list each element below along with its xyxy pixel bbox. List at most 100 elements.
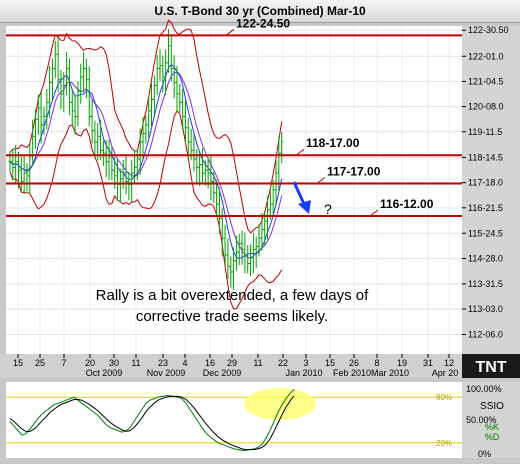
price-bar (268, 187, 272, 220)
x-axis-month-label: Jan 2010 (285, 368, 322, 378)
price-bar (45, 89, 49, 130)
level-leader (295, 148, 305, 156)
price-bar (25, 163, 29, 192)
price-bar (186, 117, 190, 161)
price-bar (59, 69, 63, 110)
x-axis-month-label: Nov 2009 (147, 368, 186, 378)
price-bar (209, 156, 213, 200)
x-axis-day-label: 20 (85, 358, 95, 368)
oscillator-legend-k: %K (485, 422, 499, 432)
price-bar (99, 119, 103, 161)
price-axis-label: 113-03.0 (468, 304, 503, 314)
price-bar (67, 58, 71, 116)
x-axis-day-label: 3 (303, 358, 308, 368)
level-leader (225, 28, 235, 36)
price-axis-label: 120-08.0 (468, 102, 504, 112)
price-bar (11, 148, 15, 181)
price-bar (164, 49, 168, 96)
level-label: 117-17.00 (327, 164, 381, 178)
x-axis-day-label: 25 (35, 358, 45, 368)
price-bar (166, 29, 170, 73)
price-bar (192, 133, 196, 172)
x-axis-month-label: Oct 2009 (86, 368, 123, 378)
annotation-line-1: Rally is a bit overextended, a few days … (96, 287, 369, 304)
price-bar (84, 58, 88, 99)
price-axis-label: 117-18.0 (468, 178, 503, 188)
price-bar (141, 116, 145, 161)
price-bar (260, 212, 264, 251)
price-axis-label: 122-01.0 (468, 51, 504, 61)
price-bar (198, 151, 202, 186)
price-panel-bg (6, 26, 462, 354)
price-bar (70, 89, 74, 127)
price-bar (14, 145, 18, 183)
level-leader (369, 209, 379, 217)
x-axis-day-label: 19 (397, 358, 407, 368)
price-bar (62, 72, 66, 113)
price-bar (144, 115, 148, 144)
price-axis-bg (462, 26, 520, 354)
oscillator-80-label: 80% (436, 393, 452, 402)
price-bar (158, 48, 162, 82)
price-bar (271, 180, 275, 217)
level-label: 122-24.50 (236, 16, 290, 30)
price-bar (217, 187, 221, 234)
oscillator-axis-label: 0% (478, 449, 491, 459)
price-bar (135, 149, 139, 181)
x-axis-day-label: 15 (13, 358, 23, 368)
price-bar (79, 63, 83, 104)
price-bar (33, 109, 37, 149)
price-bar (56, 37, 60, 93)
chart-title-bar: U.S. T-Bond 30 yr (Combined) Mar-10 (0, 0, 520, 23)
price-bar (172, 55, 176, 99)
oscillator-d-line (9, 395, 295, 451)
price-axis-label: 115-24.5 (468, 228, 503, 238)
overbought-highlight (244, 388, 316, 420)
question-mark: ? (324, 201, 332, 217)
price-bar (87, 66, 91, 127)
price-bar (254, 236, 258, 268)
oscillator-20-label: 20% (436, 439, 452, 448)
logo-bg (462, 354, 520, 378)
x-axis-day-label: 30 (109, 358, 119, 368)
oscillator-k-line (9, 389, 295, 451)
price-axis-label: 122-30.50 (468, 25, 509, 35)
price-bar (234, 235, 238, 271)
price-bar (237, 233, 241, 265)
price-bar (161, 55, 165, 93)
price-bar (215, 179, 219, 217)
price-bar (203, 160, 207, 186)
oscillator-panel-bg (6, 382, 462, 458)
price-bar (104, 139, 108, 178)
price-bar (240, 230, 244, 265)
price-bar (212, 171, 216, 203)
price-axis-label: 114-28.0 (468, 253, 503, 263)
x-axis-month-label: Apr 20 (432, 368, 459, 378)
price-bar (169, 35, 173, 82)
price-bar (36, 94, 40, 135)
oscillator-axis-label: 50.00% (466, 415, 497, 425)
level-label: 116-12.00 (380, 197, 434, 211)
price-bar (124, 156, 128, 195)
x-axis-day-label: 15 (325, 358, 335, 368)
price-bar (96, 122, 100, 161)
x-axis-day-label: 29 (227, 358, 237, 368)
price-bar (16, 151, 20, 189)
x-axis-day-label: 22 (278, 358, 288, 368)
logo-text: TNT (475, 359, 506, 376)
price-axis-label: 112-06.0 (468, 329, 503, 339)
price-bar (19, 156, 23, 192)
price-bar (93, 120, 97, 158)
price-bar (147, 97, 151, 138)
x-axis-day-label: 11 (253, 358, 262, 368)
price-bar (178, 83, 182, 113)
x-axis-month-label: Dec 2009 (203, 368, 242, 378)
price-axis-label: 116-21.5 (468, 203, 503, 213)
projection-arrow-head (298, 200, 311, 214)
annotation-line-2: corrective trade seems likely. (136, 308, 328, 325)
x-axis-day-label: 16 (205, 358, 215, 368)
price-bar (65, 51, 69, 96)
price-bar (246, 245, 250, 274)
x-axis-day-label: 12 (444, 358, 454, 368)
